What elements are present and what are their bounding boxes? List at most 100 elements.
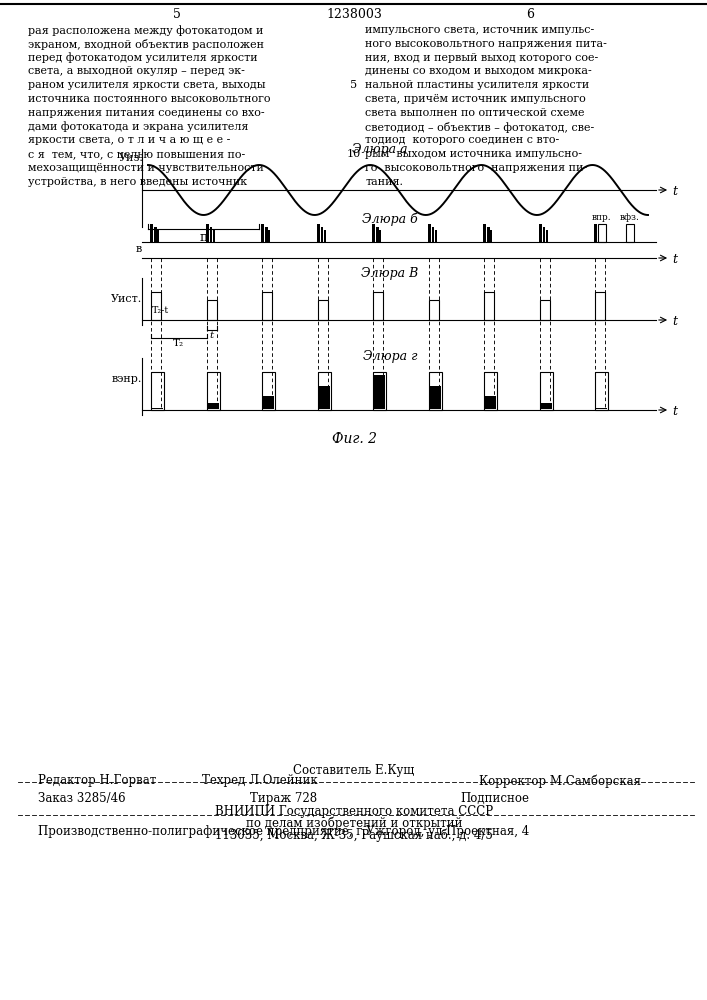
Text: Корректор М.Самборская: Корректор М.Самборская <box>479 774 641 788</box>
Bar <box>598 224 606 242</box>
Text: Производственно-полиграфическое предприятие, г.Ужгород, ул.Проектная, 4: Производственно-полиграфическое предприя… <box>38 825 530 838</box>
Bar <box>626 224 634 242</box>
Text: t: t <box>209 331 214 340</box>
Text: в: в <box>136 244 142 254</box>
Bar <box>484 292 494 320</box>
Bar <box>541 403 552 409</box>
Bar <box>317 300 327 320</box>
Bar <box>213 230 214 242</box>
Text: t: t <box>672 405 677 418</box>
Bar <box>152 408 163 409</box>
Text: динены со входом и выходом микрока-: динены со входом и выходом микрока- <box>365 66 592 76</box>
Bar <box>379 230 381 242</box>
Bar <box>268 230 270 242</box>
Text: впр.: впр. <box>592 213 612 222</box>
Text: 113035, Москва, Ж-35, Раушская наб., д. 4/5: 113035, Москва, Ж-35, Раушская наб., д. … <box>215 829 493 842</box>
Text: тодиод  которого соединен с вто-: тодиод которого соединен с вто- <box>365 135 559 145</box>
Bar <box>484 224 486 242</box>
Bar <box>206 224 209 242</box>
Text: светодиод – объектив – фотокатод, све-: светодиод – объектив – фотокатод, све- <box>365 122 595 133</box>
Text: устройства, в него введены источник: устройства, в него введены источник <box>28 177 247 187</box>
Bar <box>373 292 383 320</box>
Bar <box>485 396 496 409</box>
Bar <box>435 230 437 242</box>
Text: 1238003: 1238003 <box>326 8 382 21</box>
Bar <box>206 372 220 410</box>
Text: Уиз.: Уиз. <box>119 153 144 163</box>
Text: Техред Л.Олейник: Техред Л.Олейник <box>202 774 318 787</box>
Text: ния, вход и первый выход которого сое-: ния, вход и первый выход которого сое- <box>365 53 598 63</box>
Bar <box>595 372 609 410</box>
Bar <box>376 227 379 242</box>
Bar <box>374 375 385 409</box>
Text: света выполнен по оптической схеме: света выполнен по оптической схеме <box>365 108 585 118</box>
Text: света, а выходной окуляр – перед эк-: света, а выходной окуляр – перед эк- <box>28 66 245 76</box>
Bar <box>373 372 386 410</box>
Bar <box>595 224 597 242</box>
Text: экраном, входной объектив расположен: экраном, входной объектив расположен <box>28 39 264 50</box>
Bar <box>602 230 604 242</box>
Bar <box>428 300 439 320</box>
Bar <box>317 224 320 242</box>
Bar <box>206 300 216 320</box>
Text: Тираж 728: Тираж 728 <box>250 792 317 805</box>
Text: с я  тем, что, с целью повышения по-: с я тем, что, с целью повышения по- <box>28 149 245 159</box>
Text: перед фотокатодом усилителя яркости: перед фотокатодом усилителя яркости <box>28 53 257 63</box>
Bar <box>321 227 323 242</box>
Text: Элюра а: Элюра а <box>352 143 408 156</box>
Bar <box>317 372 331 410</box>
Bar <box>208 403 218 409</box>
Text: t: t <box>672 253 677 266</box>
Text: нальной пластины усилителя яркости: нальной пластины усилителя яркости <box>365 80 589 90</box>
Text: вфз.: вфз. <box>620 213 640 222</box>
Bar <box>151 292 161 320</box>
Text: π: π <box>199 231 208 244</box>
Text: раном усилителя яркости света, выходы: раном усилителя яркости света, выходы <box>28 80 266 90</box>
Text: ного высоковольтного напряжения пита-: ного высоковольтного напряжения пита- <box>365 39 607 49</box>
Bar <box>372 224 375 242</box>
Text: Заказ 3285/46: Заказ 3285/46 <box>38 792 126 805</box>
Text: ВНИИПИ Государственного комитета СССР: ВНИИПИ Государственного комитета СССР <box>215 805 493 818</box>
Bar <box>428 224 431 242</box>
Text: Редактор Н.Горват: Редактор Н.Горват <box>38 774 156 787</box>
Text: 10: 10 <box>347 149 361 159</box>
Text: рым  выходом источника импульсно-: рым выходом источника импульсно- <box>365 149 582 159</box>
Text: 6: 6 <box>526 8 534 21</box>
Bar <box>263 396 274 409</box>
Bar <box>484 372 497 410</box>
Bar <box>150 224 153 242</box>
Text: Подписное: Подписное <box>460 792 529 805</box>
Bar <box>540 300 550 320</box>
Bar <box>262 372 275 410</box>
Text: t: t <box>672 315 677 328</box>
Bar <box>154 227 156 242</box>
Text: Уист.: Уист. <box>111 294 142 304</box>
Text: источника постоянного высоковольтного: источника постоянного высоковольтного <box>28 94 271 104</box>
Text: напряжения питания соединены со вхо-: напряжения питания соединены со вхо- <box>28 108 264 118</box>
Text: яркости света, о т л и ч а ю щ е е -: яркости света, о т л и ч а ю щ е е - <box>28 135 230 145</box>
Bar <box>539 224 542 242</box>
Bar <box>209 227 212 242</box>
Text: Элюра б: Элюра б <box>362 212 418 226</box>
Bar <box>491 230 492 242</box>
Text: вэнр.: вэнр. <box>112 374 142 384</box>
Text: T₂-t: T₂-t <box>152 306 169 315</box>
Bar <box>432 227 434 242</box>
Text: дами фотокатода и экрана усилителя: дами фотокатода и экрана усилителя <box>28 122 248 132</box>
Text: t: t <box>672 185 677 198</box>
Bar <box>487 227 490 242</box>
Text: Элюра В: Элюра В <box>361 267 419 280</box>
Text: 5: 5 <box>173 8 181 21</box>
Bar <box>157 230 159 242</box>
Bar <box>151 372 164 410</box>
Bar <box>540 372 553 410</box>
Bar <box>598 227 601 242</box>
Text: Элюра г: Элюра г <box>363 350 417 363</box>
Text: Фиг. 2: Фиг. 2 <box>332 432 377 446</box>
Text: го  высоковольтного  напряжения пи-: го высоковольтного напряжения пи- <box>365 163 587 173</box>
Text: T₂: T₂ <box>173 339 185 348</box>
Bar <box>428 372 442 410</box>
Bar <box>262 292 272 320</box>
Text: Составитель Е.Кущ: Составитель Е.Кущ <box>293 764 415 777</box>
Bar <box>319 386 329 409</box>
